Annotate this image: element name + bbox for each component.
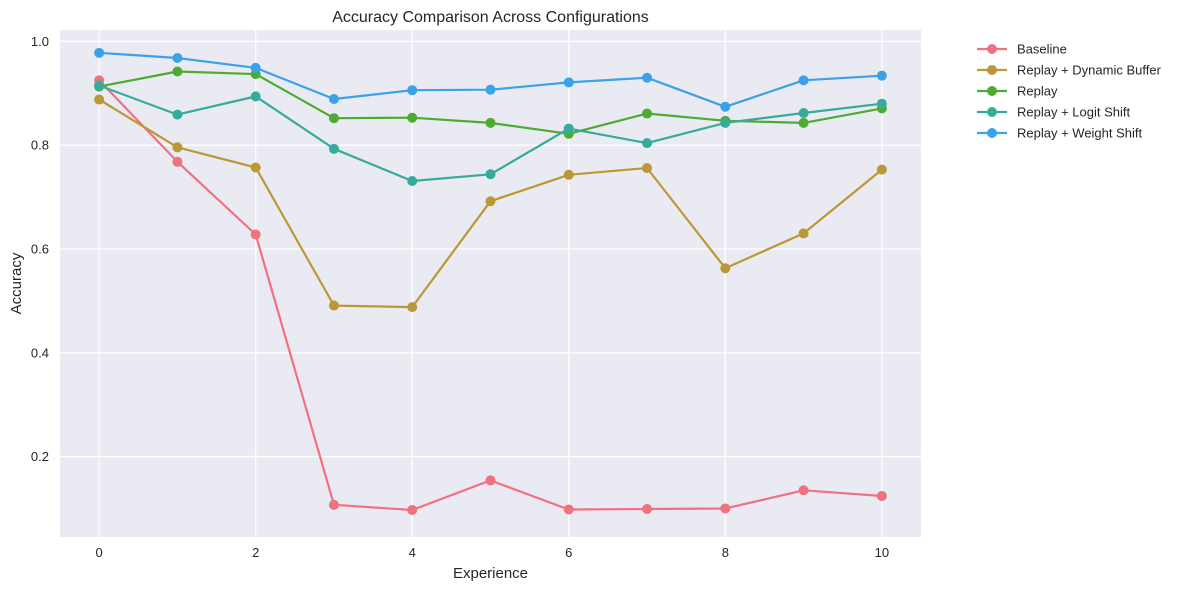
data-point — [407, 505, 418, 516]
x-tick-label: 2 — [252, 545, 259, 560]
legend-label: Replay + Dynamic Buffer — [1017, 63, 1162, 78]
data-point — [876, 164, 887, 175]
data-point — [250, 91, 261, 102]
data-point — [798, 117, 809, 128]
data-point — [485, 84, 496, 95]
y-tick-label: 0.6 — [31, 241, 49, 256]
legend: Baseline Replay + Dynamic Buffer Replay Rep… — [977, 42, 1162, 141]
x-tick-label: 6 — [565, 545, 572, 560]
data-point — [642, 138, 653, 149]
legend-label: Replay + Weight Shift — [1017, 126, 1143, 141]
data-point — [563, 123, 574, 134]
data-point — [642, 72, 653, 83]
y-axis-label: Accuracy — [8, 252, 25, 314]
y-tick-label: 0.4 — [31, 345, 49, 360]
legend-item: Baseline — [977, 42, 1067, 57]
legend-label: Replay + Logit Shift — [1017, 105, 1130, 120]
data-point — [328, 113, 339, 124]
data-point — [798, 485, 809, 496]
data-point — [172, 53, 183, 64]
chart-title: Accuracy Comparison Across Configuration… — [332, 9, 649, 26]
legend-label: Baseline — [1017, 42, 1067, 57]
data-point — [485, 196, 496, 207]
data-point — [563, 169, 574, 180]
data-point — [328, 300, 339, 311]
data-point — [407, 112, 418, 123]
legend-marker — [987, 107, 997, 117]
data-point — [876, 70, 887, 81]
data-point — [485, 475, 496, 486]
data-point — [798, 228, 809, 239]
x-tick-labels: 0 2 4 6 8 10 — [96, 545, 890, 560]
data-point — [407, 85, 418, 96]
x-tick-label: 0 — [96, 545, 103, 560]
y-tick-label: 1.0 — [31, 34, 49, 49]
x-tick-label: 4 — [409, 545, 416, 560]
series-3 — [94, 80, 887, 187]
plot-area — [60, 30, 921, 537]
data-point — [876, 491, 887, 502]
data-point — [94, 80, 105, 91]
data-point — [328, 94, 339, 105]
data-point — [94, 47, 105, 58]
data-point — [485, 169, 496, 180]
data-point — [798, 75, 809, 86]
data-point — [407, 176, 418, 187]
series-layer — [94, 47, 887, 516]
legend-item: Replay + Logit Shift — [977, 105, 1130, 120]
data-point — [720, 117, 731, 128]
data-point — [485, 117, 496, 128]
data-point — [720, 101, 731, 112]
legend-marker — [987, 65, 997, 75]
y-tick-label: 0.2 — [31, 449, 49, 464]
data-point — [563, 77, 574, 88]
data-point — [642, 163, 653, 174]
data-point — [172, 142, 183, 153]
legend-item: Replay + Dynamic Buffer — [977, 63, 1162, 78]
data-point — [172, 109, 183, 120]
data-point — [798, 108, 809, 119]
data-point — [720, 503, 731, 514]
data-point — [563, 504, 574, 515]
series-4 — [94, 47, 887, 112]
x-axis-label: Experience — [453, 565, 528, 582]
legend-label: Replay — [1017, 84, 1058, 99]
data-point — [642, 108, 653, 119]
data-point — [328, 499, 339, 510]
legend-marker — [987, 86, 997, 96]
y-tick-label: 0.8 — [31, 138, 49, 153]
data-point — [172, 156, 183, 167]
legend-item: Replay + Weight Shift — [977, 126, 1143, 141]
legend-marker — [987, 44, 997, 54]
data-point — [250, 229, 261, 240]
data-point — [94, 94, 105, 105]
x-tick-label: 8 — [722, 545, 729, 560]
data-point — [876, 98, 887, 109]
data-point — [328, 143, 339, 154]
data-point — [720, 263, 731, 274]
data-point — [250, 62, 261, 73]
data-point — [642, 503, 653, 514]
legend-marker — [987, 128, 997, 138]
x-tick-label: 10 — [875, 545, 889, 560]
y-tick-labels: 0.2 0.4 0.6 0.8 1.0 — [31, 34, 49, 464]
data-point — [407, 302, 418, 313]
data-point — [250, 162, 261, 173]
data-point — [172, 66, 183, 77]
legend-item: Replay — [977, 84, 1058, 99]
series-1 — [94, 94, 887, 313]
